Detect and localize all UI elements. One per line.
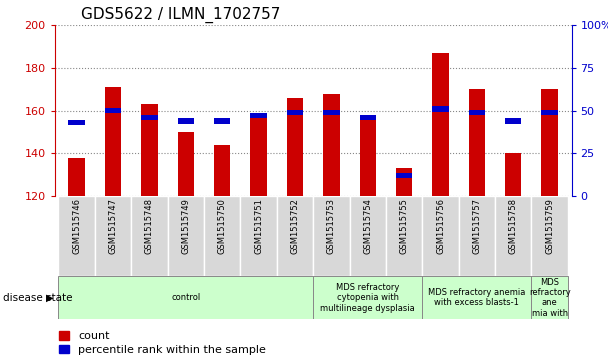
Text: MDS refractory
cytopenia with
multilineage dysplasia: MDS refractory cytopenia with multilinea… bbox=[320, 283, 415, 313]
FancyBboxPatch shape bbox=[204, 196, 240, 276]
Bar bbox=[141, 115, 157, 120]
FancyBboxPatch shape bbox=[131, 196, 168, 276]
Bar bbox=[250, 113, 267, 196]
Text: GSM1515756: GSM1515756 bbox=[436, 199, 445, 254]
Text: control: control bbox=[171, 293, 201, 302]
Bar bbox=[505, 118, 522, 124]
Legend: count, percentile rank within the sample: count, percentile rank within the sample bbox=[55, 327, 271, 359]
Text: ▶: ▶ bbox=[46, 293, 54, 303]
Text: GSM1515757: GSM1515757 bbox=[472, 199, 482, 254]
Bar bbox=[214, 145, 230, 196]
FancyBboxPatch shape bbox=[277, 196, 313, 276]
Text: MDS
refractory
ane
mia with: MDS refractory ane mia with bbox=[529, 278, 570, 318]
Bar bbox=[250, 113, 267, 118]
Text: GSM1515746: GSM1515746 bbox=[72, 199, 81, 254]
Bar bbox=[396, 173, 412, 178]
Bar bbox=[287, 98, 303, 196]
FancyBboxPatch shape bbox=[313, 196, 350, 276]
FancyBboxPatch shape bbox=[58, 276, 313, 319]
Text: GDS5622 / ILMN_1702757: GDS5622 / ILMN_1702757 bbox=[80, 7, 280, 23]
Text: GSM1515747: GSM1515747 bbox=[108, 199, 117, 254]
FancyBboxPatch shape bbox=[386, 196, 423, 276]
Text: GSM1515751: GSM1515751 bbox=[254, 199, 263, 254]
Text: GSM1515755: GSM1515755 bbox=[399, 199, 409, 254]
Bar bbox=[323, 94, 339, 196]
Bar bbox=[505, 153, 522, 196]
Bar bbox=[432, 106, 449, 112]
Text: GSM1515750: GSM1515750 bbox=[218, 199, 227, 254]
Bar bbox=[178, 118, 194, 124]
FancyBboxPatch shape bbox=[495, 196, 531, 276]
Bar bbox=[214, 118, 230, 124]
FancyBboxPatch shape bbox=[458, 196, 495, 276]
FancyBboxPatch shape bbox=[350, 196, 386, 276]
Text: GSM1515752: GSM1515752 bbox=[291, 199, 299, 254]
FancyBboxPatch shape bbox=[240, 196, 277, 276]
Bar bbox=[178, 132, 194, 196]
Bar bbox=[105, 108, 121, 113]
Text: GSM1515754: GSM1515754 bbox=[363, 199, 372, 254]
Text: GSM1515748: GSM1515748 bbox=[145, 199, 154, 254]
FancyBboxPatch shape bbox=[531, 276, 568, 319]
FancyBboxPatch shape bbox=[95, 196, 131, 276]
FancyBboxPatch shape bbox=[423, 276, 531, 319]
Bar bbox=[68, 120, 85, 125]
FancyBboxPatch shape bbox=[423, 196, 458, 276]
Bar bbox=[323, 110, 339, 115]
Text: MDS refractory anemia
with excess blasts-1: MDS refractory anemia with excess blasts… bbox=[428, 288, 525, 307]
Text: disease state: disease state bbox=[3, 293, 72, 303]
Bar bbox=[68, 158, 85, 196]
Bar bbox=[542, 89, 558, 196]
Text: GSM1515753: GSM1515753 bbox=[327, 199, 336, 254]
Bar bbox=[105, 87, 121, 196]
Bar bbox=[469, 89, 485, 196]
FancyBboxPatch shape bbox=[58, 196, 95, 276]
Text: GSM1515758: GSM1515758 bbox=[509, 199, 518, 254]
Bar bbox=[542, 110, 558, 115]
Bar bbox=[359, 115, 376, 196]
Bar bbox=[469, 110, 485, 115]
Bar bbox=[396, 168, 412, 196]
Bar bbox=[141, 104, 157, 196]
Bar bbox=[287, 110, 303, 115]
Bar bbox=[359, 115, 376, 120]
Text: GSM1515749: GSM1515749 bbox=[181, 199, 190, 254]
Text: GSM1515759: GSM1515759 bbox=[545, 199, 554, 254]
FancyBboxPatch shape bbox=[313, 276, 423, 319]
FancyBboxPatch shape bbox=[531, 196, 568, 276]
FancyBboxPatch shape bbox=[168, 196, 204, 276]
Bar bbox=[432, 53, 449, 196]
